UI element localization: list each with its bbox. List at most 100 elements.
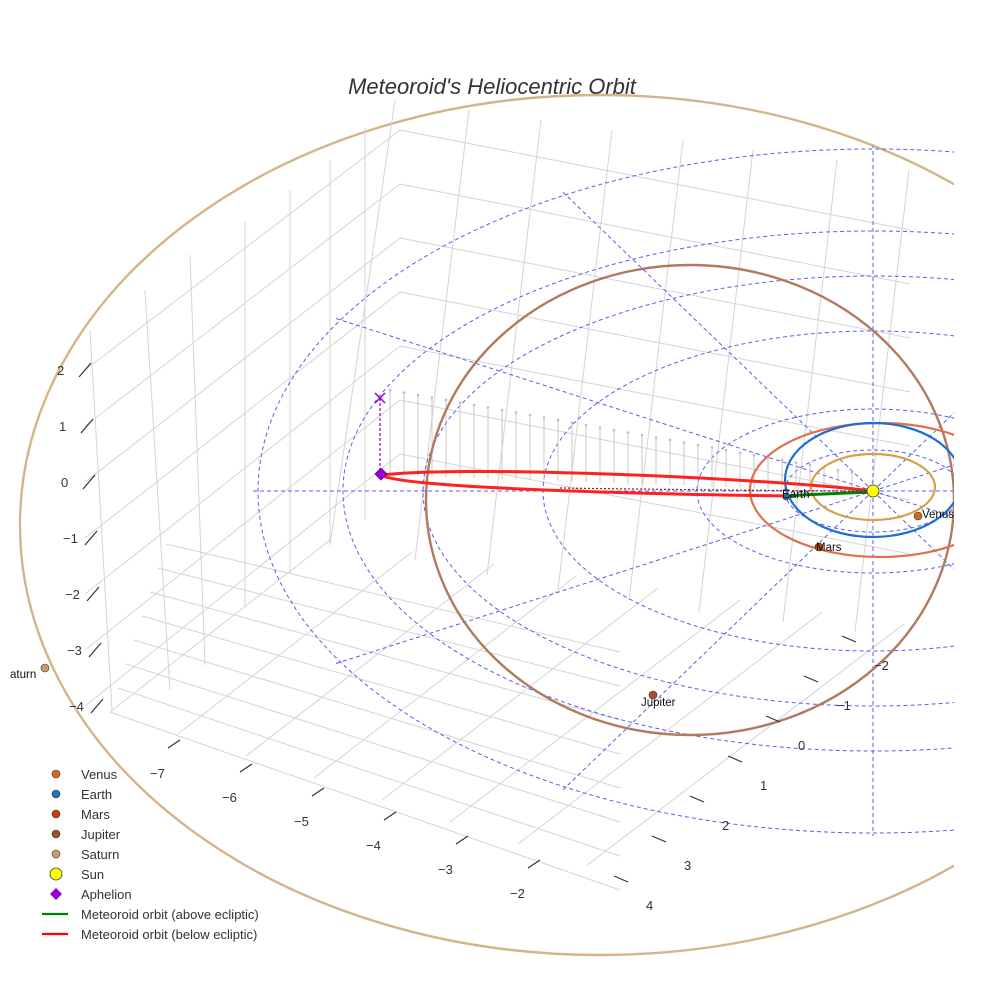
y-tick [765, 715, 781, 723]
z-tick-label: 0 [61, 475, 68, 490]
z-tick-label: −2 [65, 587, 80, 602]
z-tick-label: 2 [57, 363, 64, 378]
legend-item[interactable]: Venus [38, 764, 259, 784]
z-tick [90, 698, 104, 714]
grid-line [177, 551, 413, 735]
venus-orbit [809, 452, 937, 522]
grid-line [381, 587, 659, 801]
grid-line [399, 183, 911, 285]
grid-line [165, 543, 621, 653]
saturn-marker[interactable] [40, 663, 50, 673]
drop-point [500, 408, 504, 412]
grid-line [414, 109, 470, 561]
ecliptic-ring [257, 148, 954, 834]
y-tick [803, 675, 819, 683]
legend-symbol [38, 764, 76, 784]
grid-line [449, 599, 741, 823]
grid-line [854, 169, 910, 633]
drop-point [612, 428, 616, 432]
z-tick-label: −1 [63, 531, 78, 546]
legend-item[interactable]: Jupiter [38, 824, 259, 844]
y-axis: −2 −1 0 1 2 3 4 [613, 635, 889, 913]
grid-line [585, 623, 905, 867]
legend-symbol [38, 884, 76, 904]
ecliptic-spoke [562, 490, 874, 791]
y-tick-label: 2 [722, 818, 729, 833]
z-tick-label: 1 [59, 419, 66, 434]
z-tick [82, 474, 96, 490]
y-tick-label: 4 [646, 898, 653, 913]
drop-point [444, 398, 448, 402]
legend-item[interactable]: Meteoroid orbit (above ecliptic) [38, 904, 259, 924]
y-tick-label: 0 [798, 738, 805, 753]
y-tick [841, 635, 857, 643]
legend-item[interactable]: Aphelion [38, 884, 259, 904]
grid-line [84, 237, 401, 483]
drop-point [682, 441, 686, 444]
ecliptic-spoke [872, 412, 954, 492]
drop-point [570, 421, 574, 424]
mars-marker[interactable] [814, 542, 824, 552]
x-tick-label: −4 [366, 838, 381, 853]
drop-point [514, 411, 518, 414]
grid-line [486, 119, 542, 576]
meteoroid-orbit-below-dark [559, 487, 874, 492]
venus-marker[interactable] [913, 511, 923, 521]
legend: Venus Earth Mars Jupiter Saturn Sun Aphelion Me… [38, 764, 259, 944]
drop-point [472, 403, 476, 407]
earth-orbit [783, 421, 954, 539]
grid-line [144, 289, 171, 691]
drop-point [836, 468, 840, 472]
ecliptic-spoke [872, 490, 954, 570]
y-tick [613, 875, 629, 883]
z-tick [86, 586, 100, 602]
jupiter-marker[interactable] [648, 690, 658, 700]
aphelion-marker[interactable] [374, 467, 388, 481]
legend-item[interactable]: Saturn [38, 844, 259, 864]
meteoroid-orbit-above [784, 490, 874, 498]
grid-line [117, 687, 621, 857]
earth-marker[interactable] [782, 493, 790, 501]
legend-symbol [38, 804, 76, 824]
x-tick-label: −5 [294, 814, 309, 829]
z-tick-label: −3 [67, 643, 82, 658]
earth-label: Earth [782, 489, 810, 501]
drop-point [752, 453, 756, 457]
legend-item[interactable]: Meteoroid orbit (below ecliptic) [38, 924, 259, 944]
drop-point [458, 401, 462, 404]
drop-point [416, 393, 420, 397]
grid-line [329, 99, 396, 546]
ecliptic-spoke [562, 191, 874, 492]
mars-label: Mars [816, 542, 842, 554]
y-tick-label: 3 [684, 858, 691, 873]
legend-item[interactable]: Mars [38, 804, 259, 824]
y-tick-label: 1 [760, 778, 767, 793]
drop-point [808, 463, 812, 467]
drop-point [430, 396, 434, 399]
legend-label: Meteoroid orbit (above ecliptic) [81, 906, 259, 922]
x-tick [311, 787, 325, 797]
x-tick-label: −6 [222, 790, 237, 805]
legend-symbol [38, 824, 76, 844]
grid-line [84, 129, 401, 371]
grid-line [84, 291, 401, 539]
drop-point [640, 433, 644, 437]
grid-line [313, 575, 577, 779]
legend-item[interactable]: Sun [38, 864, 259, 884]
legend-label: Sun [81, 866, 105, 882]
aphelion-cross [374, 392, 386, 404]
legend-item[interactable]: Earth [38, 784, 259, 804]
x-tick [167, 739, 181, 749]
sun-marker[interactable] [866, 484, 880, 498]
drop-point [598, 426, 602, 429]
drop-point [654, 436, 658, 439]
drop-point [584, 423, 588, 427]
x-tick-label: −2 [510, 886, 525, 901]
y-tick [651, 835, 667, 843]
x-axis: −7 −6 −5 −4 −3 −2 [150, 739, 541, 901]
legend-label: Earth [81, 786, 113, 802]
grid-line [109, 711, 621, 891]
ecliptic-spoke [335, 318, 874, 492]
legend-label: Meteoroid orbit (below ecliptic) [81, 926, 258, 942]
